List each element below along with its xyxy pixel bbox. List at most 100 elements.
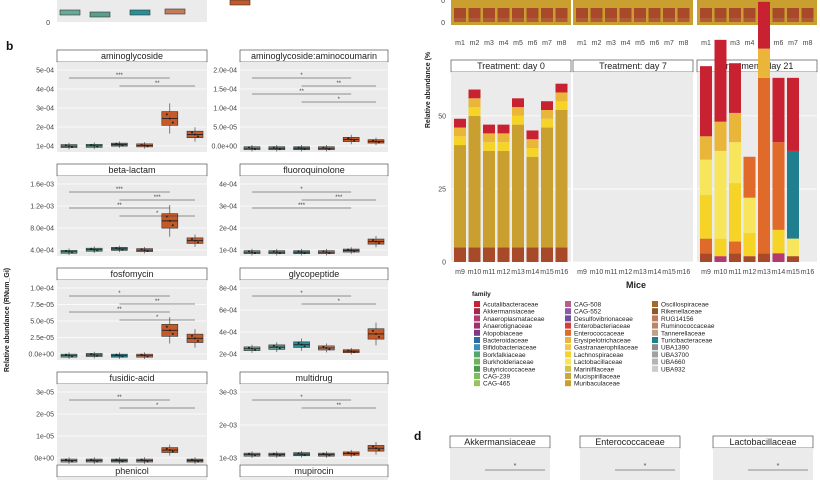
top-stacked-bar (541, 8, 553, 18)
box-point (375, 332, 377, 335)
box-point (325, 147, 328, 150)
sig-label: * (156, 403, 159, 409)
top-stacked-bar (743, 8, 756, 18)
stacked-bar-segment (700, 253, 712, 262)
top-stacked-bar (468, 8, 481, 18)
x-tick-label: m10 (468, 269, 482, 276)
legend-swatch (565, 344, 571, 351)
y-tick-label: 50 (438, 113, 446, 120)
sig-label: *** (154, 195, 162, 201)
legend-swatch (474, 337, 480, 343)
sig-label: * (300, 73, 303, 79)
legend-swatch (474, 301, 480, 307)
stacked-bar-segment (468, 247, 481, 262)
legend-label: Marinifilaceae (574, 366, 614, 373)
stacked-bar-segment (541, 247, 553, 262)
top-stacked-bar (677, 18, 690, 22)
x-tick-label: m11 (604, 269, 617, 276)
stacked-bar-segment (497, 142, 510, 151)
legend-label: Gastranaerophilaceae (574, 345, 638, 352)
sig-label: ** (299, 89, 304, 95)
box-point (168, 329, 171, 332)
sig-label: * (644, 463, 647, 470)
top-x-tick: m3 (730, 40, 740, 47)
box-point (254, 148, 256, 151)
facet-title: beta-lactam (108, 165, 155, 175)
top-x-tick: m8 (679, 40, 689, 47)
x-tick-label: m9 (577, 269, 587, 276)
legend-swatch (565, 373, 571, 379)
top-stacked-bar (512, 8, 524, 18)
stacked-bar-segment (526, 148, 539, 157)
box-point (191, 458, 193, 461)
stacked-bar-segment (497, 124, 510, 134)
box-point (278, 347, 281, 350)
box-point (115, 246, 118, 249)
top-stacked-bar (483, 18, 495, 22)
legend-label: Desulfovibrionaceae (574, 316, 633, 323)
box-point (93, 354, 96, 356)
y-tick-label: 2.5e-05 (30, 335, 54, 342)
box-point (71, 460, 73, 463)
y-tick-label: 1e-03 (219, 456, 237, 463)
facet-title: Lactobacillaceae (729, 437, 796, 447)
box-point (140, 248, 143, 251)
box-point (375, 447, 377, 450)
stacked-bar-segment (454, 247, 466, 262)
box-point (350, 350, 353, 353)
stacked-bar-segment (772, 142, 785, 230)
box-point (254, 252, 256, 255)
box-point (171, 332, 174, 335)
box-point (143, 459, 146, 462)
box-point (275, 251, 278, 254)
legend-swatch (652, 329, 658, 336)
legend-swatch (474, 380, 480, 387)
stacked-bar-segment (743, 256, 756, 262)
legend-label: Muribaculaceae (574, 381, 620, 388)
sig-label: *** (116, 187, 124, 193)
box-point (278, 148, 281, 151)
box-point (272, 344, 275, 347)
legend-title: family (472, 291, 491, 298)
box-point (325, 251, 328, 254)
facet-panel (573, 72, 693, 262)
box-point (65, 353, 67, 356)
y-tick-label: 1.6e-03 (30, 182, 54, 189)
stacked-bar-segment (700, 66, 712, 137)
facet-title: aminoglycoside:aminocoumarin (251, 51, 377, 61)
x-tick-label: m9 (455, 269, 465, 276)
stacked-bar-segment (743, 197, 756, 233)
legend-label: CAG-552 (574, 309, 601, 316)
x-tick-label: m12 (743, 269, 757, 276)
stacked-bar-segment (512, 115, 524, 125)
y-tick-label: 4e-04 (36, 87, 54, 94)
top-x-tick: m5 (513, 40, 523, 47)
y-tick-label: 0 (442, 260, 446, 267)
box-point (65, 144, 67, 147)
box-point (165, 325, 168, 328)
legend-label: Atopobiaceae (483, 330, 523, 337)
box-point (322, 452, 325, 455)
box-point (118, 354, 121, 357)
y-tick-label: 3e-05 (36, 390, 54, 397)
y-tick-label: 1e-04 (36, 144, 54, 151)
box-point (118, 143, 121, 146)
top-stacked-bar (714, 8, 727, 18)
y-tick-label: 4e-04 (219, 330, 237, 337)
box-point (168, 219, 171, 222)
legend-swatch (652, 358, 658, 365)
stacked-bar-segment (468, 115, 481, 248)
left-ylabel: Relative abundance (RNum_Gi) (4, 268, 11, 372)
box-point (272, 146, 275, 149)
stacked-bar-segment (483, 247, 495, 262)
top-stacked-bar (772, 8, 785, 18)
facet-title: Akkermansiaceae (464, 437, 536, 447)
legend-swatch (652, 337, 658, 343)
top-stacked-bar (590, 8, 603, 18)
box-point (303, 148, 306, 151)
legend-swatch (652, 365, 658, 372)
box-point (303, 345, 306, 348)
box-point (140, 353, 143, 356)
top-stacked-bar (555, 18, 568, 22)
facet-title: fluoroquinolone (283, 165, 345, 175)
